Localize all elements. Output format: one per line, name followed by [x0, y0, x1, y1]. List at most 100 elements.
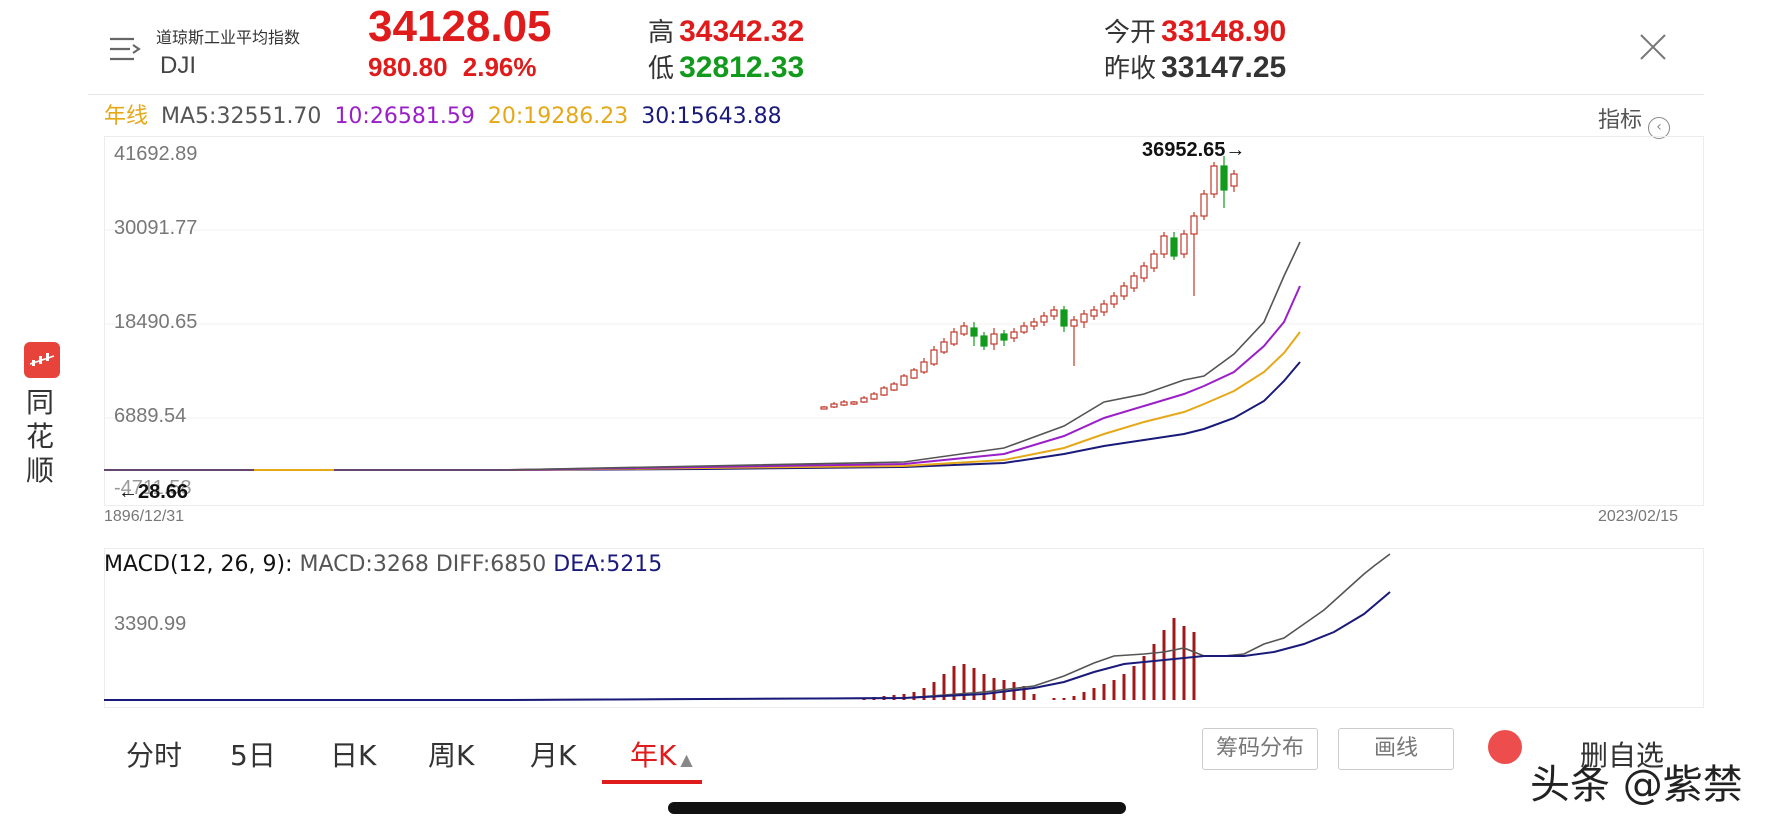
candle-body [1060, 309, 1068, 327]
close-icon[interactable] [1638, 32, 1668, 62]
home-indicator[interactable] [668, 802, 1126, 814]
index-code: DJI [160, 52, 196, 79]
low-label: 低 [648, 54, 675, 84]
open-value: 33148.90 [1161, 15, 1287, 48]
y-tick-5: -4711.58 [114, 477, 191, 499]
macd-bar [1082, 692, 1086, 700]
macd-bar [1132, 666, 1136, 700]
delete-favorite-button[interactable]: 删自选 [1580, 739, 1665, 772]
candle-body [900, 375, 908, 386]
ma10-line [104, 285, 1301, 471]
macd-title: MACD(12, 26, 9): [104, 552, 293, 577]
candle-body [910, 369, 918, 379]
prev-close-label: 昨收 [1104, 54, 1157, 84]
dea-value: DEA:5215 [553, 552, 663, 577]
ma5-label: MA5:32551.70 [161, 104, 322, 129]
tab-daily-k[interactable]: 日K [330, 739, 377, 772]
kline-logo-icon [29, 353, 55, 366]
candle-body [950, 331, 958, 345]
macd-bar [1072, 696, 1076, 700]
max-price-label: 36952.65→ [1142, 139, 1245, 161]
kline-chart[interactable]: 41692.89 30091.77 18490.65 6889.54 -4711… [104, 136, 1704, 506]
menu-icon[interactable] [108, 34, 142, 64]
macd-chart[interactable]: 3390.99 [104, 548, 1704, 708]
candle-body [920, 361, 928, 373]
diff-line [104, 553, 1391, 701]
macd-legend: MACD(12, 26, 9): MACD:3268 DIFF:6850 DEA… [104, 552, 662, 577]
candle-body [830, 403, 838, 408]
macd-bar [992, 678, 996, 700]
macd-bar [942, 674, 946, 700]
candle-body [1070, 319, 1078, 327]
app-name: 同花顺 [26, 386, 55, 487]
candle-body [940, 341, 948, 353]
ma-lines [104, 241, 1301, 471]
draw-line-button[interactable]: 画线 [1338, 728, 1454, 770]
macd-bar [932, 682, 936, 700]
macd-bar [1062, 698, 1066, 700]
macd-bar [1022, 686, 1026, 700]
candle-body [1220, 165, 1228, 191]
tab-yearly-k-label: 年K [630, 739, 677, 772]
candle-body [1180, 233, 1188, 255]
macd-bar [1112, 680, 1116, 700]
candle-body [1190, 215, 1198, 235]
candle-body [840, 401, 848, 406]
macd-bar [922, 688, 926, 700]
macd-bar [1122, 674, 1126, 700]
candle-body [860, 397, 868, 403]
macd-bar [1102, 684, 1106, 700]
candle-body [1120, 285, 1128, 297]
diff-value: DIFF:6850 [435, 552, 547, 577]
macd-bar [1142, 656, 1146, 700]
candle-body [1150, 253, 1158, 269]
open-row: 今开 33148.90 [1104, 12, 1286, 49]
ma20-label: 20:19286.23 [487, 104, 629, 129]
high-value: 34342.32 [679, 15, 805, 48]
candle-body [1030, 321, 1038, 327]
macd-bar [952, 666, 956, 700]
low-row: 低 32812.33 [648, 48, 804, 85]
chips-button[interactable]: 筹码分布 [1202, 728, 1318, 770]
candle-body [1020, 325, 1028, 333]
macd-bar [1092, 688, 1096, 700]
candle-body [1170, 237, 1178, 257]
chevron-left-icon: ‹ [1648, 117, 1671, 139]
candle-body [850, 401, 858, 405]
y-tick-2: 30091.77 [114, 217, 197, 239]
change-percent: 2.96% [462, 52, 537, 82]
prev-close-value: 33147.25 [1161, 51, 1287, 84]
candle-body [1010, 331, 1018, 339]
tab-intraday[interactable]: 分时 [126, 739, 183, 772]
app-logo [24, 342, 60, 378]
prev-close-row: 昨收 33147.25 [1104, 48, 1286, 85]
price-change: 980.80 2.96% [368, 52, 537, 83]
macd-bar [972, 668, 976, 700]
ma10-label: 10:26581.59 [334, 104, 475, 129]
candle-body [970, 327, 978, 337]
indicator-button[interactable]: 指标 ‹ [1598, 102, 1671, 139]
tab-5day[interactable]: 5日 [230, 739, 276, 772]
candle-body [1080, 313, 1088, 323]
indicator-label: 指标 [1598, 108, 1643, 133]
favorite-dot-icon[interactable] [1488, 730, 1522, 764]
low-value: 32812.33 [679, 51, 805, 84]
caret-up-icon: ▲ [680, 750, 693, 769]
candle-body [820, 406, 828, 410]
tab-weekly-k[interactable]: 周K [428, 739, 475, 772]
min-price-label: ←28.66 [118, 481, 188, 503]
ma-period-label[interactable]: 年线 [104, 104, 149, 129]
candle-body [1200, 193, 1208, 217]
tab-yearly-k[interactable]: 年K ▲ [630, 734, 693, 774]
candle-body [1100, 303, 1108, 313]
candle-body [1140, 265, 1148, 279]
macd-bar [962, 664, 966, 700]
macd-y-tick: 3390.99 [114, 613, 186, 635]
tab-monthly-k[interactable]: 月K [530, 739, 577, 772]
candle-body [880, 387, 888, 396]
open-label: 今开 [1104, 18, 1157, 48]
candle-body [890, 383, 898, 391]
candle-body [1160, 235, 1168, 255]
current-price: 34128.05 [368, 2, 552, 51]
candle-body [1090, 309, 1098, 317]
